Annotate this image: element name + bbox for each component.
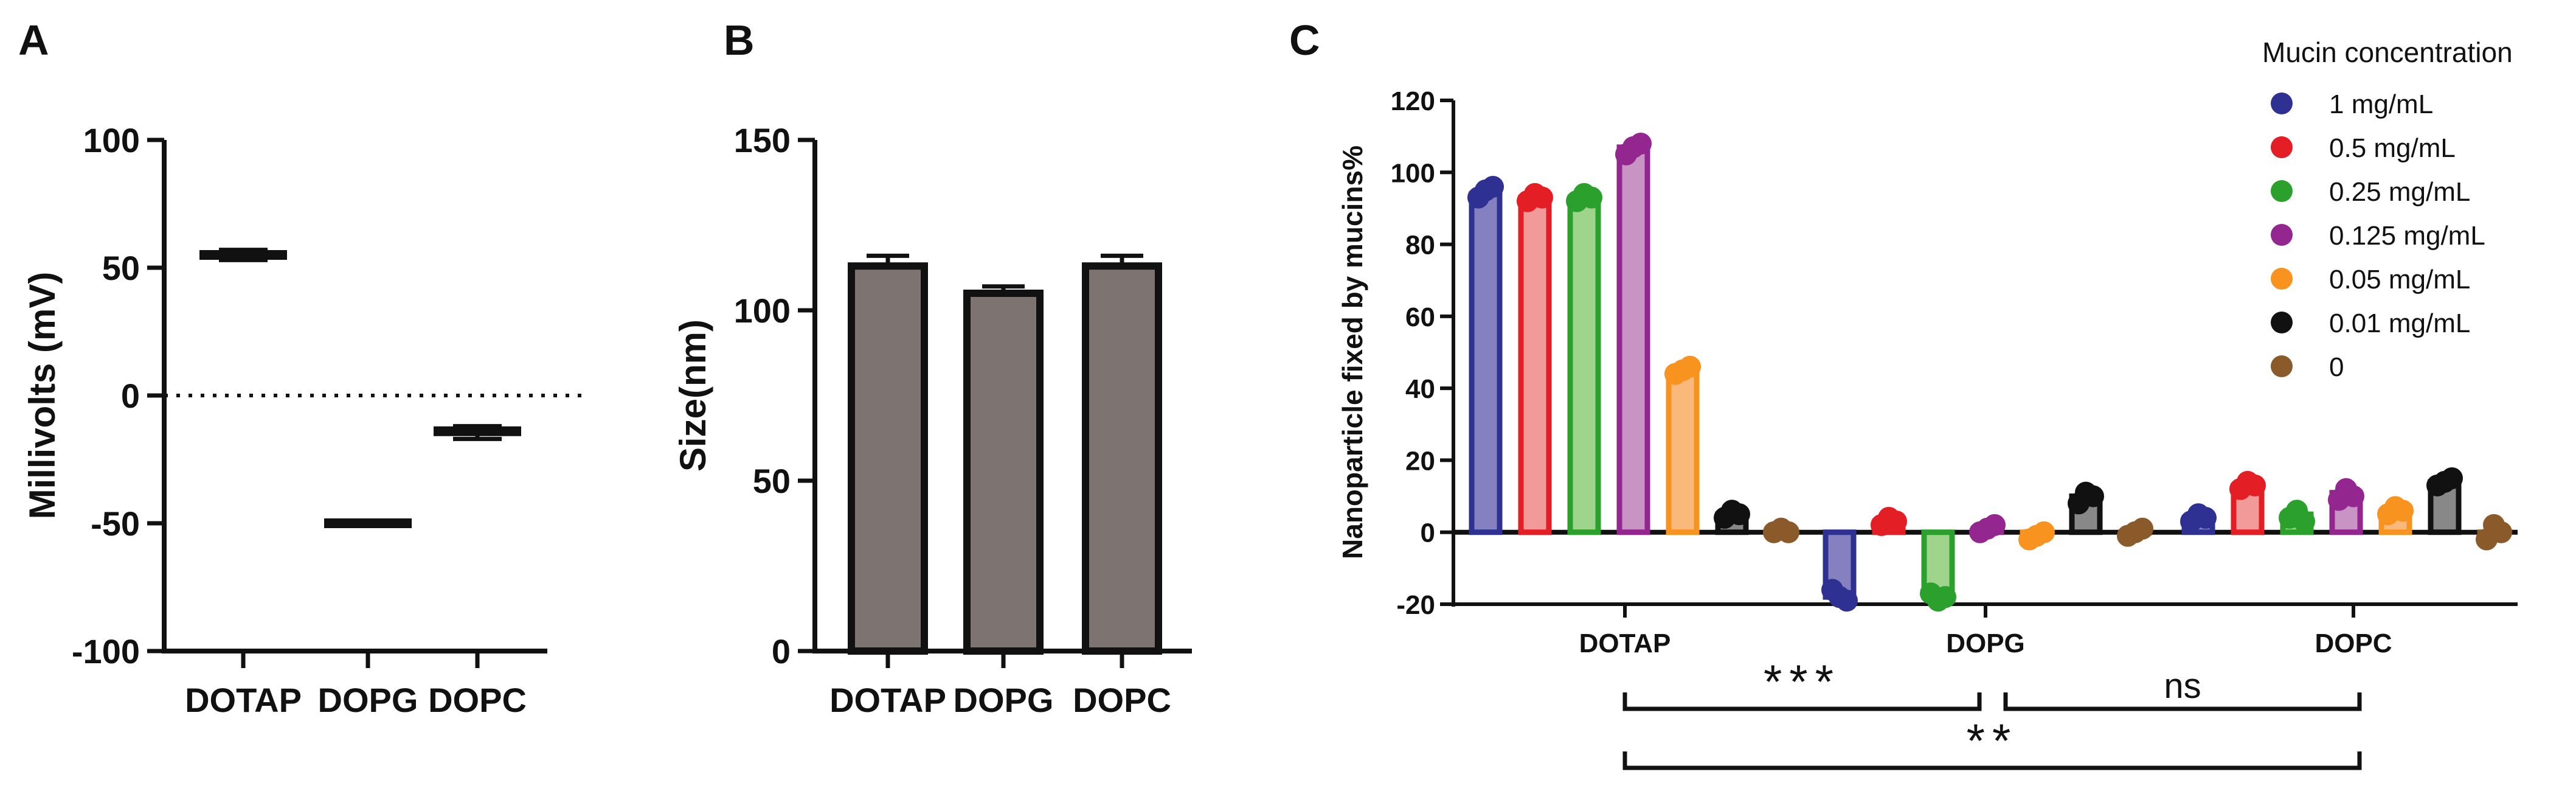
legend-marker-s0 <box>2271 92 2293 114</box>
legend-title: Mucin concentration <box>2262 37 2513 68</box>
point-dotap-s2 <box>1581 186 1602 209</box>
significance-bracket-2 <box>1622 751 2362 770</box>
y-axis-label: Size(nm) <box>673 319 713 472</box>
x-tick-label-dotap: DOTAP <box>185 681 302 719</box>
point-dopc-s3 <box>2342 485 2364 507</box>
y-tick-label-7: -20 <box>1396 590 1435 620</box>
legend-label-s0: 1 mg/mL <box>2329 89 2433 119</box>
point-dotap-s3 <box>1630 132 1652 155</box>
point-dotap-s6 <box>1778 521 1799 543</box>
y-tick-label-2: 0 <box>121 377 140 415</box>
significance-bracket-1 <box>2003 692 2362 711</box>
legend-marker-s3 <box>2271 224 2293 246</box>
legend-marker-s4 <box>2271 268 2293 290</box>
y-tick-label-5: 20 <box>1405 446 1435 476</box>
y-tick-label-4: -100 <box>72 632 140 671</box>
point-dopg-s5 <box>2082 485 2104 507</box>
point-dotap-s5 <box>1728 503 1750 526</box>
significance-label-2: ** <box>1967 714 2018 767</box>
point-dopc-s6 <box>2490 521 2512 543</box>
bar-dotap-s3 <box>1616 144 1650 535</box>
y-tick-label-4: 40 <box>1405 374 1435 404</box>
x-tick-label-dopc: DOPC <box>2315 629 2392 658</box>
panel-c: C 120 100 80 60 40 20 0 -20 Nanoparticle fixed by… <box>1289 16 2518 770</box>
legend-label-s1: 0.5 mg/mL <box>2329 133 2456 163</box>
panel-b: B 150 100 50 0 DOTAP DOPG DOPC Size(nm) <box>673 16 1192 719</box>
bar-dotap-s0 <box>1469 191 1503 535</box>
y-tick-label-2: 50 <box>753 462 791 500</box>
x-tick-label-dopc: DOPC <box>1073 681 1171 719</box>
x-tick-label-dopg: DOPG <box>1946 629 2025 658</box>
significance-bracket-0 <box>1622 692 1982 711</box>
point-dotap-s4 <box>1679 355 1701 378</box>
y-axis-label: Nanoparticle fixed by mucins% <box>1337 145 1368 559</box>
point-dopg-s2 <box>1934 586 1956 608</box>
point-dopg-s3 <box>1984 514 2006 536</box>
legend-label-s5: 0.01 mg/mL <box>2329 308 2470 338</box>
y-axis-label: Millivolts (mV) <box>22 272 63 520</box>
x-tick-label-dopg: DOPG <box>318 681 418 719</box>
bar-dotap-s1 <box>1518 195 1552 535</box>
y-tick-label-3: 0 <box>772 632 791 671</box>
legend-marker-s5 <box>2271 312 2293 333</box>
legend-label-s2: 0.25 mg/mL <box>2329 177 2470 207</box>
y-tick-label-0: 150 <box>734 121 791 159</box>
point-dopc-s1 <box>2244 474 2266 497</box>
y-tick-label-0: 120 <box>1391 86 1435 116</box>
point-dopg-s0 <box>1836 590 1858 612</box>
point-dotap-s0 <box>1482 175 1504 198</box>
y-tick-label-0: 100 <box>83 121 140 159</box>
legend-label-s3: 0.125 mg/mL <box>2329 221 2485 251</box>
significance-label-1: ns <box>2164 666 2201 706</box>
point-dotap-s1 <box>1531 186 1553 209</box>
legend-marker-s2 <box>2271 180 2293 202</box>
bar-dopg <box>963 290 1044 655</box>
y-tick-label-1: 100 <box>1391 158 1435 188</box>
bar-dotap-s2 <box>1567 195 1601 535</box>
y-tick-label-3: -50 <box>91 504 140 543</box>
bar-dotap-s4 <box>1666 368 1700 535</box>
y-tick-label-1: 50 <box>102 249 140 287</box>
panel-label-c: C <box>1289 16 1320 64</box>
y-tick-label-2: 80 <box>1405 231 1435 260</box>
legend-marker-s6 <box>2271 355 2293 377</box>
legend-label-s4: 0.05 mg/mL <box>2329 265 2470 294</box>
point-dopc-s0 <box>2195 507 2217 529</box>
significance-label-0: *** <box>1764 655 1841 708</box>
panel-label-b: B <box>724 16 755 64</box>
panel-label-a: A <box>18 16 49 64</box>
y-tick-label-3: 60 <box>1405 302 1435 332</box>
bar-dopc <box>1082 262 1162 655</box>
point-dopg-s1 <box>1885 510 1907 532</box>
point-dopg-s4 <box>2033 521 2055 543</box>
panel-a: A 100 50 0 -50 -100 DOTAP DOPG DOPC Millivolts (m… <box>18 16 587 719</box>
x-tick-label-dotap: DOTAP <box>829 681 946 719</box>
point-dopc-s2 <box>2293 510 2315 532</box>
legend-label-s6: 0 <box>2329 352 2344 382</box>
y-tick-label-6: 0 <box>1421 518 1435 548</box>
x-tick-label-dotap: DOTAP <box>1579 629 1671 658</box>
point-dopc-s4 <box>2392 500 2414 522</box>
legend-marker-s1 <box>2271 136 2293 158</box>
x-tick-label-dopc: DOPC <box>428 681 527 719</box>
x-tick-label-dopg: DOPG <box>954 681 1054 719</box>
y-tick-label-1: 100 <box>734 291 791 330</box>
bar-dotap <box>848 262 928 655</box>
point-dopg-s6 <box>2131 517 2153 540</box>
point-dopc-s5 <box>2441 467 2463 489</box>
